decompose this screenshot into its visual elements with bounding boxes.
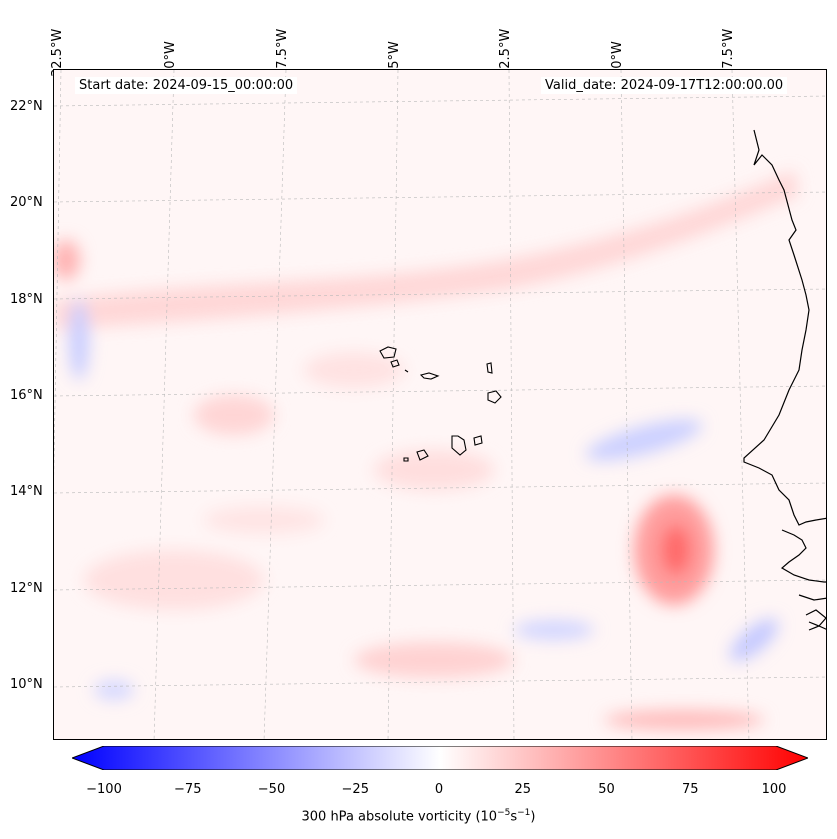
colorbar-tick-label: 75: [681, 782, 699, 797]
map-panel: [53, 69, 827, 740]
colorbar-tick-label: −100: [86, 782, 122, 797]
latitude-label: 14°N: [10, 484, 43, 499]
colorbar-label: 300 hPa absolute vorticity (10−5s−1): [301, 808, 536, 825]
latitude-label: 18°N: [10, 292, 43, 307]
colorbar-tick-label: −50: [257, 782, 286, 797]
coastline: [743, 129, 826, 631]
vorticity-field: [54, 170, 799, 730]
latitude-label: 20°N: [10, 195, 43, 210]
latitude-label: 16°N: [10, 388, 43, 403]
latitude-label: 22°N: [10, 99, 43, 114]
cape-verde-islands: [379, 346, 502, 462]
gridlines: [54, 70, 826, 739]
start-date-label: Start date: 2024-09-15_00:00:00: [75, 77, 298, 94]
colorbar-tick-label: −75: [174, 782, 202, 797]
colorbar-tick-label: 0: [434, 782, 444, 797]
vorticity-map: [54, 70, 826, 739]
colorbar: [72, 746, 808, 770]
valid-date-label: Valid_date: 2024-09-17T12:00:00.00: [541, 77, 788, 94]
colorbar-tick-label: 100: [761, 782, 787, 797]
colorbar-tick-label: 25: [514, 782, 532, 797]
latitude-label: 12°N: [10, 581, 43, 596]
colorbar-bar: [72, 746, 808, 770]
colorbar-tick-label: −25: [341, 782, 369, 797]
latitude-label: 10°N: [10, 677, 43, 692]
map-background: [54, 70, 826, 739]
colorbar-tick-label: 50: [598, 782, 615, 797]
